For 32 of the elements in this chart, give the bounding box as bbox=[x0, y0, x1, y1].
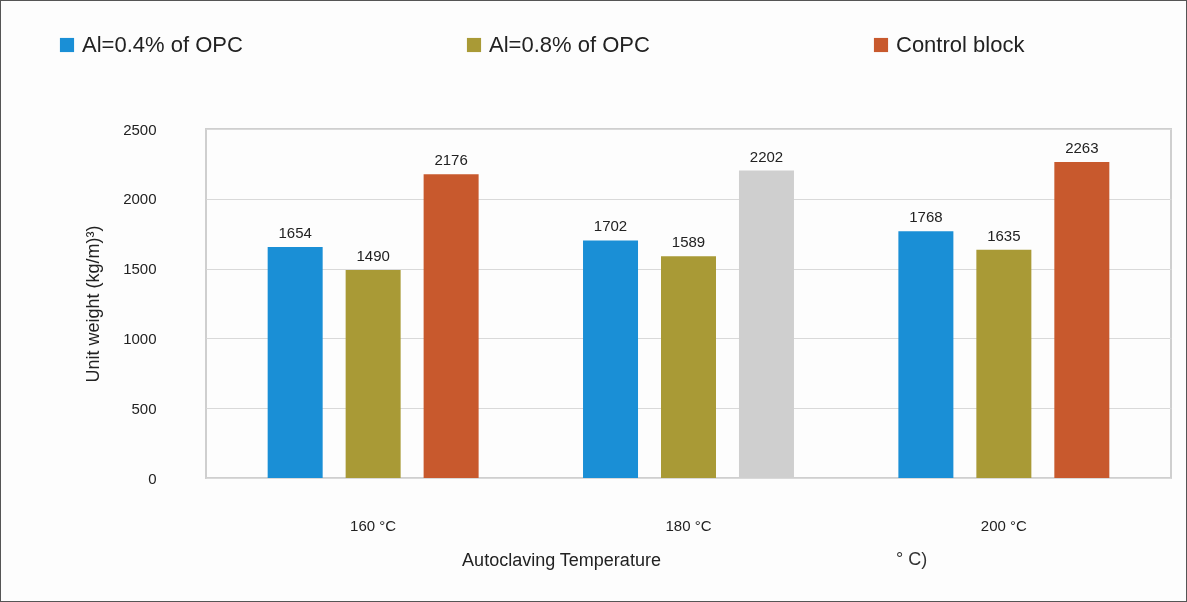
y-axis-title: Unit weight (kg/m)³) bbox=[83, 225, 104, 383]
y-tick-label: 1000 bbox=[123, 329, 157, 347]
bar bbox=[898, 231, 954, 478]
data-label: 2263 bbox=[1065, 139, 1099, 157]
bar bbox=[976, 249, 1032, 478]
bar bbox=[267, 247, 323, 478]
bar bbox=[423, 174, 479, 478]
x-tick-label: 180 °C bbox=[665, 516, 712, 534]
legend-label: Al=0.8% of OPC bbox=[489, 32, 650, 57]
bar bbox=[583, 240, 639, 478]
text: ° C) bbox=[896, 549, 928, 570]
data-label: 1702 bbox=[593, 217, 628, 235]
data-label: 1589 bbox=[671, 233, 706, 251]
x-axis-title: Autoclaving Temperature bbox=[462, 549, 661, 570]
data-label: 2202 bbox=[749, 147, 784, 165]
bar bbox=[661, 256, 716, 478]
data-label: 1635 bbox=[987, 226, 1021, 244]
x-tick-label: 160 °C bbox=[350, 516, 397, 534]
legend-label: Control block bbox=[896, 32, 1026, 57]
bar bbox=[1054, 162, 1110, 478]
y-tick-label: 1500 bbox=[123, 260, 157, 278]
bar bbox=[345, 270, 401, 478]
y-tick-label: 2500 bbox=[123, 120, 157, 138]
data-label: 1768 bbox=[909, 208, 943, 226]
y-tick-label: 2000 bbox=[123, 190, 157, 208]
y-tick-label: 500 bbox=[131, 399, 157, 417]
y-tick-label: 0 bbox=[148, 469, 157, 487]
legend-label: Al=0.4% of OPC bbox=[82, 32, 243, 57]
data-label: 2176 bbox=[434, 151, 468, 169]
x-tick-label: 200 °C bbox=[980, 516, 1028, 534]
data-label: 1654 bbox=[278, 224, 312, 242]
data-label: 1490 bbox=[356, 247, 390, 264]
